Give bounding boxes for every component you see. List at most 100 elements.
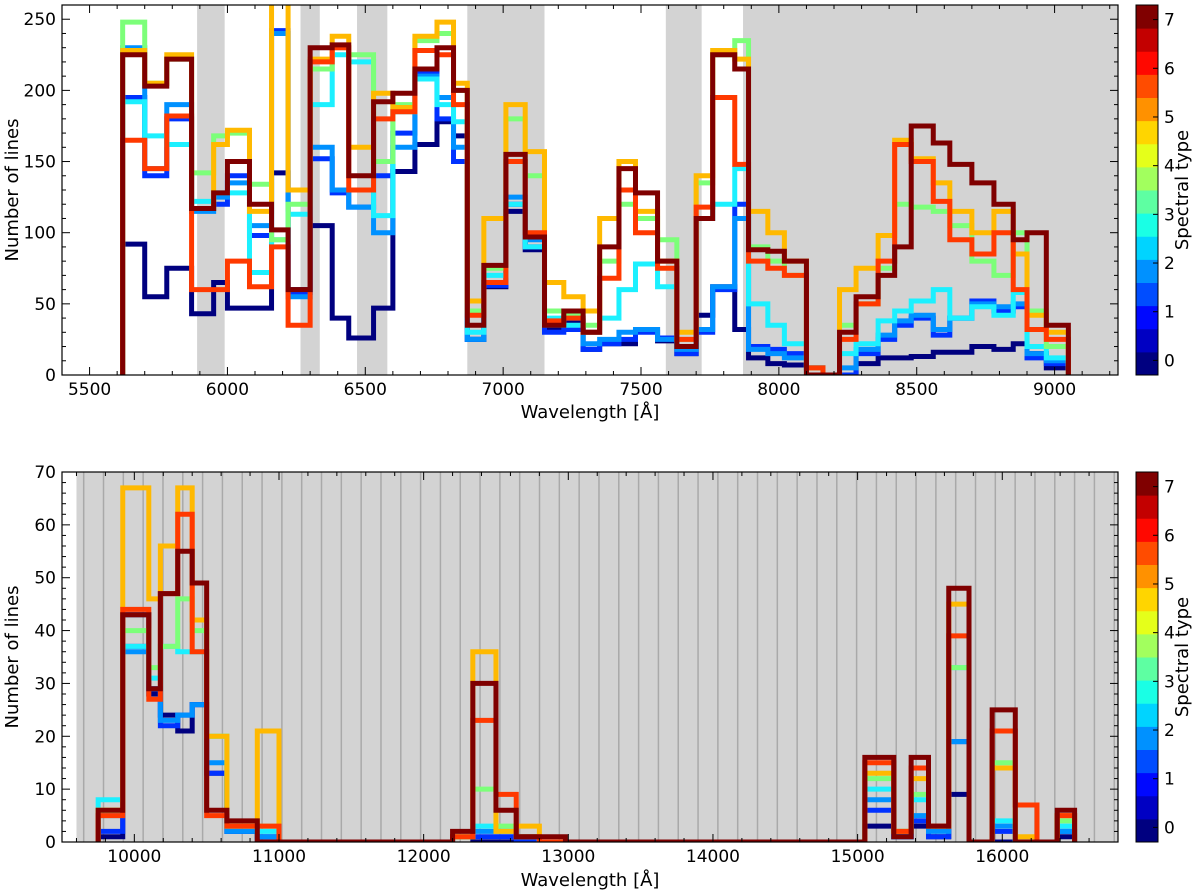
bot-colorbar-segment <box>1136 633 1158 658</box>
bot-y-tick-label: 30 <box>34 674 56 694</box>
bot-colorbar-tick-label: 5 <box>1164 575 1175 595</box>
bottom-x-axis-label: Wavelength [Å] <box>521 869 660 891</box>
bot-colorbar-segment <box>1136 749 1158 774</box>
top-y-tick-label: 0 <box>45 366 56 386</box>
bot-colorbar-segment <box>1136 518 1158 542</box>
bot-x-tick-label: 13000 <box>541 847 595 867</box>
bottom-series-lines <box>95 485 1078 842</box>
bot-x-tick-label: 11000 <box>252 847 306 867</box>
top-colorbar-tick-label: 5 <box>1164 108 1175 128</box>
top-colorbar-segment <box>1136 166 1158 191</box>
bot-colorbar-tick-label: 4 <box>1164 624 1175 644</box>
top-colorbar-tick-label: 0 <box>1164 351 1175 371</box>
bot-y-tick-label: 50 <box>34 569 56 589</box>
top-colorbar-segment <box>1136 51 1158 75</box>
bot-shaded-band-0 <box>76 472 1118 842</box>
top-colorbar-segment <box>1136 259 1158 283</box>
bot-colorbar-tick-label: 2 <box>1164 721 1175 741</box>
top-y-tick-label: 150 <box>24 153 56 173</box>
bot-colorbar-segment <box>1136 657 1158 681</box>
top-colorbar-tick-label: 1 <box>1164 303 1175 323</box>
bottom-x-ticks: 10000 11000 12000 13000 14000 15000 16000 <box>75 472 1119 867</box>
top-x-tick-label: 8500 <box>895 380 938 400</box>
bot-colorbar-tick-label: 3 <box>1164 672 1175 692</box>
top-colorbar-segment <box>1136 190 1158 214</box>
top-colorbar-segment <box>1136 236 1158 260</box>
bottom-colorbar: 0 1 2 3 4 5 6 7 <box>1135 471 1175 843</box>
top-colorbar-tick-label: 6 <box>1164 59 1175 79</box>
top-colorbar-segment <box>1136 143 1158 168</box>
bot-x-tick-label: 14000 <box>686 847 740 867</box>
bot-y-tick-label: 20 <box>34 727 56 747</box>
top-series-7 <box>120 42 1071 375</box>
top-colorbar-label: Spectral type <box>1172 130 1193 250</box>
top-series-lines <box>120 5 1071 375</box>
top-colorbar-segment <box>1136 5 1158 29</box>
top-y-tick-label: 100 <box>24 224 56 244</box>
bot-colorbar-segment <box>1136 680 1158 704</box>
bottom-y-axis-label: Number of lines <box>2 586 23 729</box>
top-panel: 5500 6000 6500 7000 7500 8000 8500 9000 0501001… <box>2 4 1193 423</box>
top-x-axis-label: Wavelength [Å] <box>521 401 660 423</box>
bot-x-tick-label: 12000 <box>397 847 451 867</box>
top-y-tick-label: 50 <box>34 295 56 315</box>
bot-colorbar-segment <box>1136 541 1158 565</box>
bot-colorbar-segment <box>1136 795 1158 820</box>
top-shaded-band-0 <box>197 5 225 375</box>
top-x-tick-label: 6000 <box>206 380 249 400</box>
bot-colorbar-tick-label: 7 <box>1164 478 1175 498</box>
top-colorbar-segment <box>1136 28 1158 52</box>
bot-colorbar-segment <box>1136 610 1158 635</box>
bot-colorbar-tick-label: 1 <box>1164 770 1175 790</box>
top-colorbar-frame <box>1135 4 1159 376</box>
top-colorbar-tick-label: 4 <box>1164 157 1175 177</box>
top-colorbar: 0 1 2 3 4 5 6 7 <box>1135 4 1175 376</box>
top-colorbar-segment <box>1136 328 1158 353</box>
top-y-ticks: 0 50 100 150 200 250 <box>24 4 1118 386</box>
bottom-colorbar-label: Spectral type <box>1172 597 1193 717</box>
top-colorbar-segment <box>1136 97 1158 122</box>
top-y-tick-label: 200 <box>24 81 56 101</box>
top-series-3 <box>120 52 1071 375</box>
top-colorbar-segment <box>1136 351 1158 376</box>
bot-colorbar-segment <box>1136 587 1158 612</box>
bot-x-tick-label: 10000 <box>107 847 161 867</box>
bottom-panel: 10000 11000 12000 13000 14000 15000 16000 0 10 2… <box>2 463 1193 891</box>
bot-colorbar-tick-label: 6 <box>1164 526 1175 546</box>
bottom-shaded-bands <box>76 472 1118 842</box>
top-x-tick-label: 9000 <box>1033 380 1076 400</box>
bot-colorbar-segment <box>1136 564 1158 589</box>
top-x-tick-label: 7000 <box>482 380 525 400</box>
top-colorbar-segment <box>1136 305 1158 330</box>
top-colorbar-segment <box>1136 120 1158 145</box>
bot-colorbar-segment <box>1136 472 1158 496</box>
bottom-plot-frame <box>61 471 1119 843</box>
top-colorbar-segment <box>1136 213 1158 237</box>
top-x-ticks: 5500 6000 6500 7000 7500 8000 8500 9000 <box>61 5 1111 400</box>
bot-colorbar-segment <box>1136 495 1158 519</box>
bot-colorbar-segment <box>1136 726 1158 750</box>
top-colorbar-tick-label: 2 <box>1164 254 1175 274</box>
top-colorbar-tick-label: 3 <box>1164 205 1175 225</box>
bot-x-tick-label: 15000 <box>831 847 885 867</box>
bot-colorbar-segment <box>1136 818 1158 843</box>
bot-colorbar-segment <box>1136 703 1158 727</box>
bot-colorbar-segment <box>1136 772 1158 797</box>
bot-x-tick-label: 16000 <box>975 847 1029 867</box>
bottom-y-ticks: 0 10 20 30 40 50 60 70 <box>34 463 1118 853</box>
bot-series-7 <box>95 548 1078 842</box>
bot-y-tick-label: 60 <box>34 516 56 536</box>
top-colorbar-segment <box>1136 282 1158 307</box>
top-x-tick-label: 7500 <box>619 380 662 400</box>
bot-y-tick-label: 10 <box>34 780 56 800</box>
bot-y-tick-label: 40 <box>34 622 56 642</box>
top-x-tick-label: 5500 <box>68 380 111 400</box>
bot-colorbar-frame <box>1135 471 1159 843</box>
top-x-tick-label: 6500 <box>344 380 387 400</box>
top-x-tick-label: 8000 <box>757 380 800 400</box>
top-colorbar-tick-label: 7 <box>1164 11 1175 31</box>
bot-colorbar-tick-label: 0 <box>1164 818 1175 838</box>
top-colorbar-segment <box>1136 74 1158 98</box>
top-y-tick-label: 250 <box>24 10 56 30</box>
